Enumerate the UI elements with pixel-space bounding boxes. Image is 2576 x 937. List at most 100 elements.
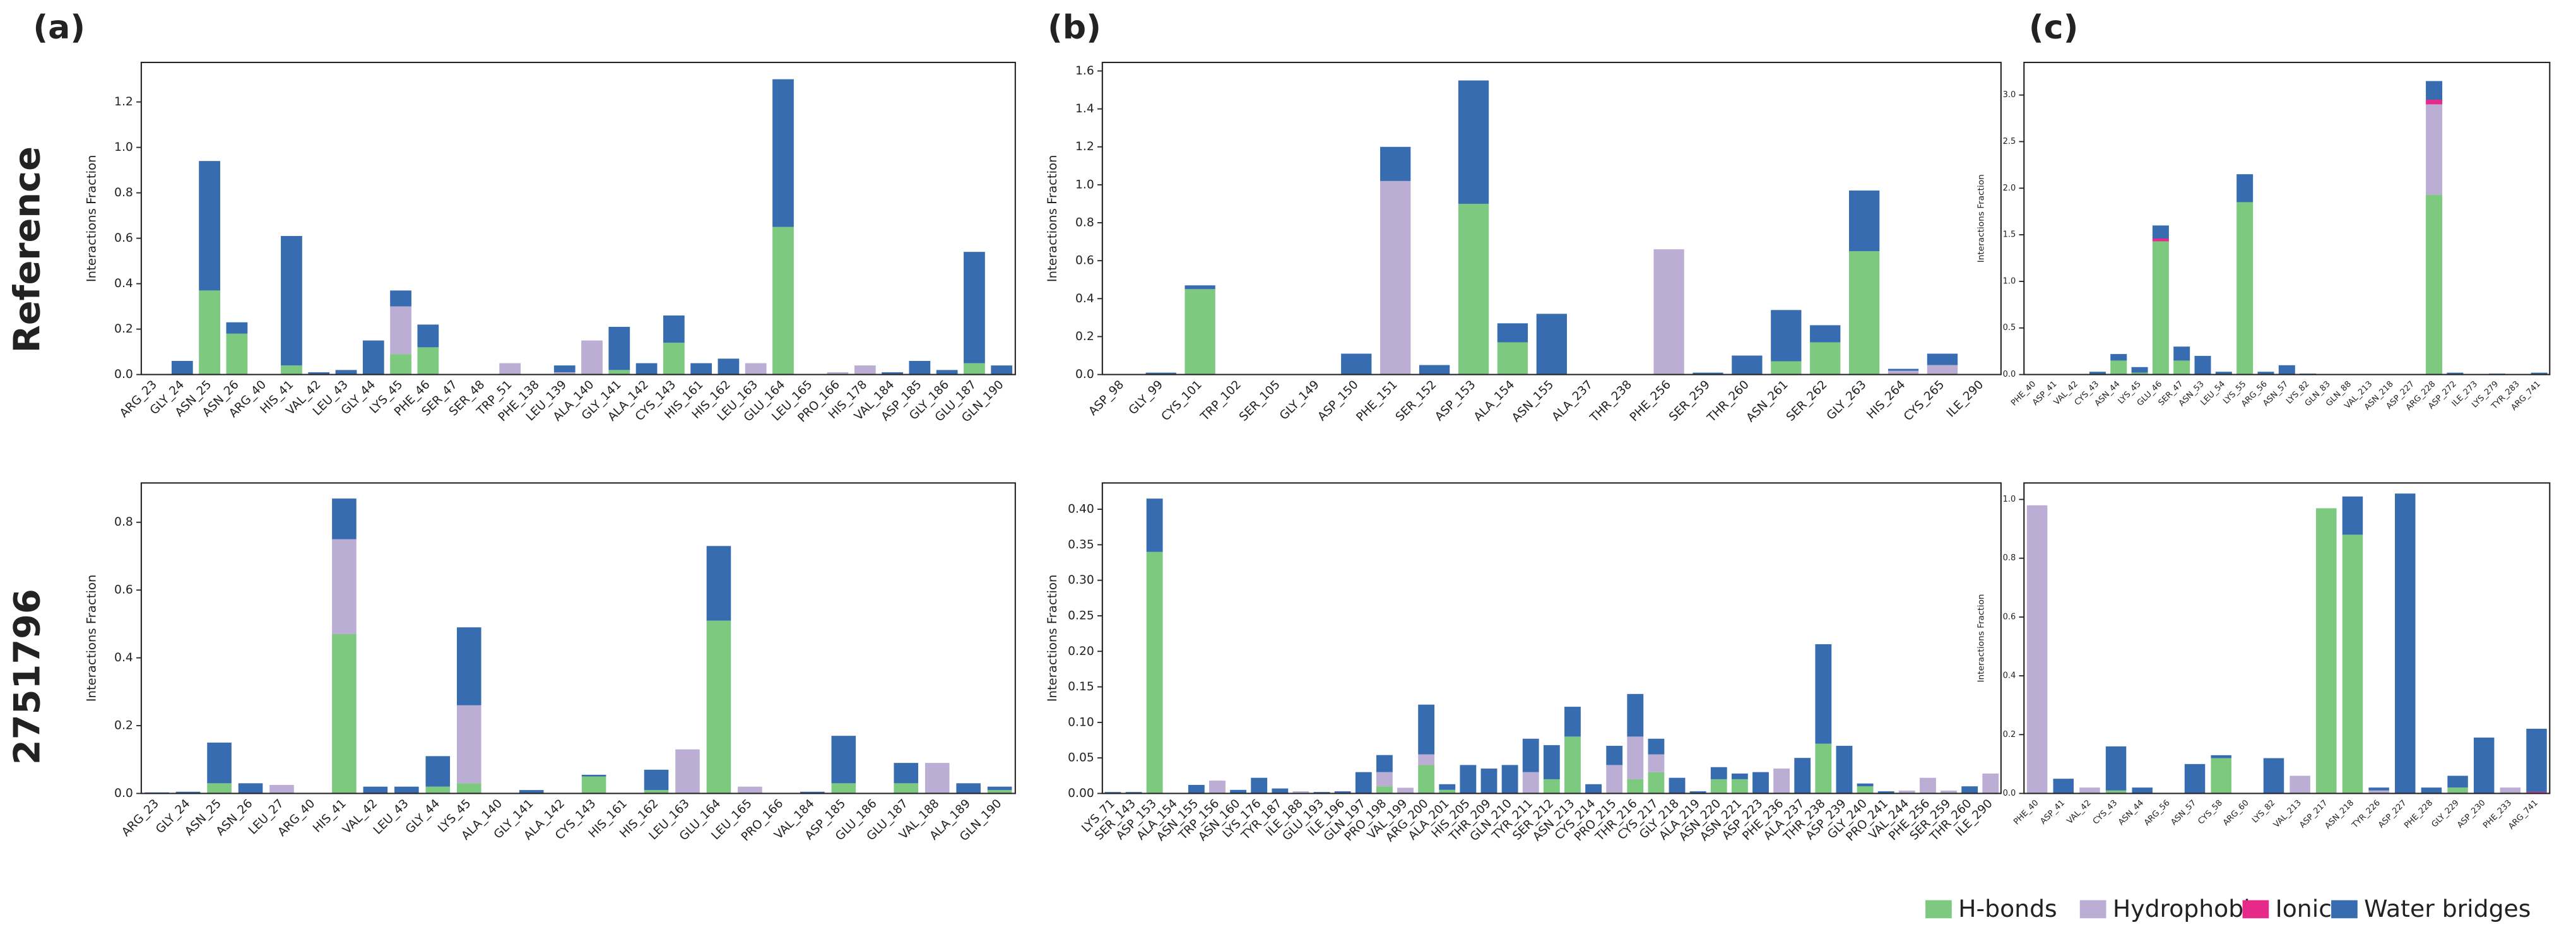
bar-segment (1941, 790, 1957, 794)
bar-segment (2316, 508, 2337, 794)
y-tick-label: 1.0 (114, 141, 133, 154)
bar-segment (1522, 738, 1539, 772)
bar-segment (238, 783, 263, 794)
bar-segment (2473, 737, 2495, 794)
bar-segment (281, 365, 302, 375)
bar-segment (706, 620, 731, 794)
panel-label: (c) (2029, 9, 2078, 47)
bar-segment (644, 769, 669, 791)
bar-segment (1731, 773, 1748, 779)
bar-segment (226, 333, 248, 375)
bar-segment (1104, 792, 1121, 794)
bar-segment (894, 763, 919, 784)
bar-segment (1458, 80, 1489, 204)
bar-segment (417, 324, 439, 348)
legend-label: Hydrophobic (2113, 895, 2264, 922)
y-axis-label: Interactions Fraction (84, 155, 98, 282)
bar-segment (772, 227, 794, 375)
x-tick-label: VAL_213 (2272, 798, 2303, 830)
y-axis-label: Interactions Fraction (84, 575, 98, 702)
bar-segment (1773, 769, 1790, 794)
bar-segment (2053, 779, 2074, 794)
bar-segment (1313, 792, 1330, 794)
row-label: Reference (6, 146, 48, 353)
bar-segment (1418, 754, 1435, 765)
y-tick-label: 1.0 (2003, 495, 2016, 504)
bar-segment (2278, 365, 2295, 375)
bar-segment (1125, 792, 1142, 794)
y-tick-label: 0.2 (2003, 730, 2016, 740)
bar-segment (519, 790, 544, 794)
bar-segment (635, 363, 658, 375)
bar-segment (1927, 353, 1958, 365)
x-tick-label: GLY_263 (1824, 378, 1869, 423)
bar-segment (226, 322, 248, 334)
bar-segment (1627, 779, 1644, 794)
plot-frame (140, 61, 1016, 375)
bar-segment (2447, 787, 2468, 794)
y-tick-label: 0.6 (2003, 612, 2016, 622)
bar-segment (390, 290, 411, 307)
bar-segment (1693, 372, 1723, 375)
panel-label: (b) (1048, 9, 1101, 47)
bar-segment (1185, 289, 1215, 375)
y-axis-label: Interactions Fraction (1045, 155, 1060, 282)
bar-segment (1689, 791, 1706, 794)
bar-segment (1230, 789, 1246, 794)
plot-frame (140, 482, 1016, 794)
y-tick-label: 0.8 (114, 516, 133, 529)
bar-segment (417, 347, 439, 375)
bar-segment (1961, 786, 1978, 794)
y-tick-label: 3.0 (2003, 90, 2016, 100)
y-axis-label: Interactions Fraction (1045, 575, 1060, 702)
bar-segment (1522, 772, 1539, 794)
y-tick-label: 0.4 (114, 277, 133, 290)
bar-segment (956, 783, 981, 794)
bar-segment (175, 791, 201, 794)
bar-segment (1376, 755, 1393, 772)
bar-segment (581, 774, 606, 777)
bar-segment (2131, 372, 2148, 375)
bar-segment (425, 756, 451, 787)
bar-segment (2105, 790, 2127, 794)
y-tick-label: 0.8 (2003, 553, 2016, 563)
x-tick-label: ASN_155 (1510, 378, 1556, 425)
bar-segment (675, 749, 700, 794)
bar-segment (1397, 787, 1414, 794)
bar-segment (199, 161, 220, 291)
bar-segment (1564, 707, 1581, 737)
bar-segment (987, 786, 1012, 791)
bar-segment (456, 705, 482, 784)
bar-segment (964, 363, 985, 375)
bar-segment (1710, 767, 1727, 779)
bar-segment (2368, 790, 2389, 794)
y-tick-label: 0.0 (114, 787, 133, 800)
bar-segment (1341, 353, 1372, 375)
bar-segment (987, 790, 1012, 794)
bar-segment (690, 363, 712, 375)
bar-segment (1857, 786, 1874, 794)
y-tick-label: 0.30 (1068, 574, 1094, 587)
bar-segment (644, 790, 669, 794)
bar-segment (2500, 787, 2521, 794)
y-tick-label: 0.25 (1068, 609, 1094, 622)
x-tick-label: THR_238 (1587, 378, 1634, 425)
y-tick-label: 0.00 (1068, 787, 1094, 800)
x-tick-label: ASN_261 (1744, 378, 1791, 425)
bar-segment (831, 783, 856, 794)
bar-segment (2110, 360, 2127, 375)
bar-segment (394, 786, 419, 794)
bar-segment (2395, 493, 2416, 794)
bar-segment (1669, 777, 1686, 794)
bar-segment (925, 763, 950, 794)
bar-segment (1543, 745, 1560, 779)
bar-segment (499, 363, 521, 375)
bar-segment (1732, 355, 1763, 375)
y-tick-label: 1.6 (1075, 64, 1094, 78)
x-tick-label: PHE_228 (2402, 798, 2435, 830)
legend-swatch (2242, 900, 2269, 919)
bar-segment (1480, 769, 1498, 794)
bar-segment (308, 372, 330, 375)
x-tick-label: SER_259 (1667, 378, 1713, 424)
